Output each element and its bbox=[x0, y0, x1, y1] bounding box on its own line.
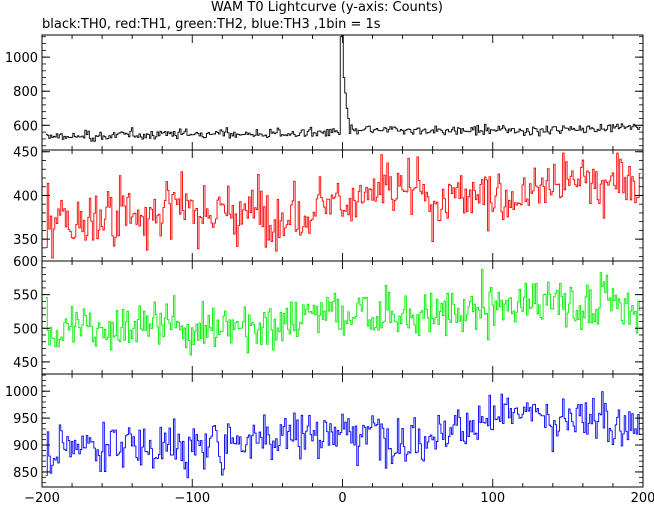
y-tick-label: 600 bbox=[13, 255, 38, 270]
x-tick-label: −200 bbox=[24, 491, 60, 505]
series-line-th2 bbox=[45, 269, 641, 356]
panel-th3: 850 900 950 1000 bbox=[5, 373, 644, 488]
x-tick-label: −100 bbox=[174, 491, 210, 505]
y-tick-label: 550 bbox=[13, 289, 38, 304]
panel-frame bbox=[41, 149, 644, 262]
series-line-th0 bbox=[45, 35, 641, 142]
y-tick-label: 400 bbox=[13, 189, 38, 204]
chart-subtitle: black:TH0, red:TH1, green:TH2, blue:TH3 … bbox=[42, 17, 381, 32]
x-tick-label: 200 bbox=[631, 491, 654, 505]
series-line-th3 bbox=[45, 391, 641, 479]
panel-frame bbox=[41, 373, 644, 488]
y-tick-label: 1000 bbox=[5, 51, 38, 66]
y-tick-label: 450 bbox=[13, 146, 38, 161]
y-tick-label: 600 bbox=[13, 119, 38, 134]
y-tick-label: 1000 bbox=[5, 385, 38, 400]
y-tick-label: 500 bbox=[13, 322, 38, 337]
panel-th1: 350 400 450 bbox=[13, 146, 644, 262]
panel-frame bbox=[41, 260, 644, 375]
y-tick-label: 800 bbox=[13, 85, 38, 100]
y-tick-label: 850 bbox=[13, 466, 38, 481]
panel-th2: 450 500 550 600 bbox=[13, 255, 644, 375]
x-tick-label: 100 bbox=[480, 491, 505, 505]
panels-group: 600 800 1000 350 400 450 450 500 550 600 850 900 950… bbox=[5, 34, 644, 488]
panel-th0: 600 800 1000 bbox=[5, 34, 644, 151]
y-tick-label: 350 bbox=[13, 233, 38, 248]
y-tick-label: 900 bbox=[13, 439, 38, 454]
y-tick-label: 450 bbox=[13, 356, 38, 371]
panel-frame bbox=[41, 34, 644, 151]
y-tick-label: 950 bbox=[13, 412, 38, 427]
chart-title: WAM T0 Lightcurve (y-axis: Counts) bbox=[211, 0, 443, 15]
x-tick-label: 0 bbox=[338, 491, 346, 505]
series-line-th1 bbox=[45, 152, 641, 259]
x-axis: −200 −100 0 100 200 bbox=[24, 491, 654, 505]
